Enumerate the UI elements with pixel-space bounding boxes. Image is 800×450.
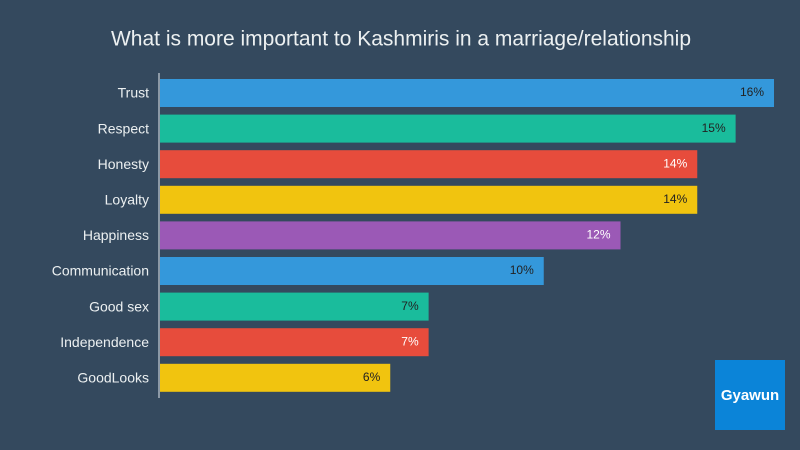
logo-text: Gyawun <box>721 387 779 404</box>
value-label: 7% <box>401 299 419 313</box>
chart-title: What is more important to Kashmiris in a… <box>111 28 691 51</box>
value-label: 10% <box>510 263 534 277</box>
bar <box>160 221 621 250</box>
bar <box>160 292 429 321</box>
y-tick-label: Communication <box>52 263 149 279</box>
y-tick-label: Trust <box>118 85 149 101</box>
y-tick-label: Honesty <box>98 156 149 172</box>
logo-box <box>715 360 785 430</box>
bar <box>160 363 391 392</box>
value-label: 16% <box>740 85 764 99</box>
y-tick-label: Good sex <box>89 298 149 314</box>
bar <box>160 328 429 357</box>
y-tick-label: Independence <box>60 334 149 350</box>
bar <box>160 257 544 285</box>
value-label: 15% <box>702 121 726 135</box>
y-tick-label: GoodLooks <box>77 370 149 386</box>
y-tick-label: Respect <box>98 120 149 136</box>
value-label: 6% <box>363 370 381 384</box>
y-tick-label: Happiness <box>83 227 149 243</box>
bar <box>160 185 698 214</box>
bar <box>160 150 698 179</box>
value-label: 14% <box>663 192 687 206</box>
value-label: 14% <box>663 156 687 170</box>
y-tick-label: Loyalty <box>105 192 149 208</box>
bar <box>160 79 774 107</box>
value-label: 7% <box>401 334 419 348</box>
bar <box>160 114 736 143</box>
value-label: 12% <box>586 228 610 242</box>
